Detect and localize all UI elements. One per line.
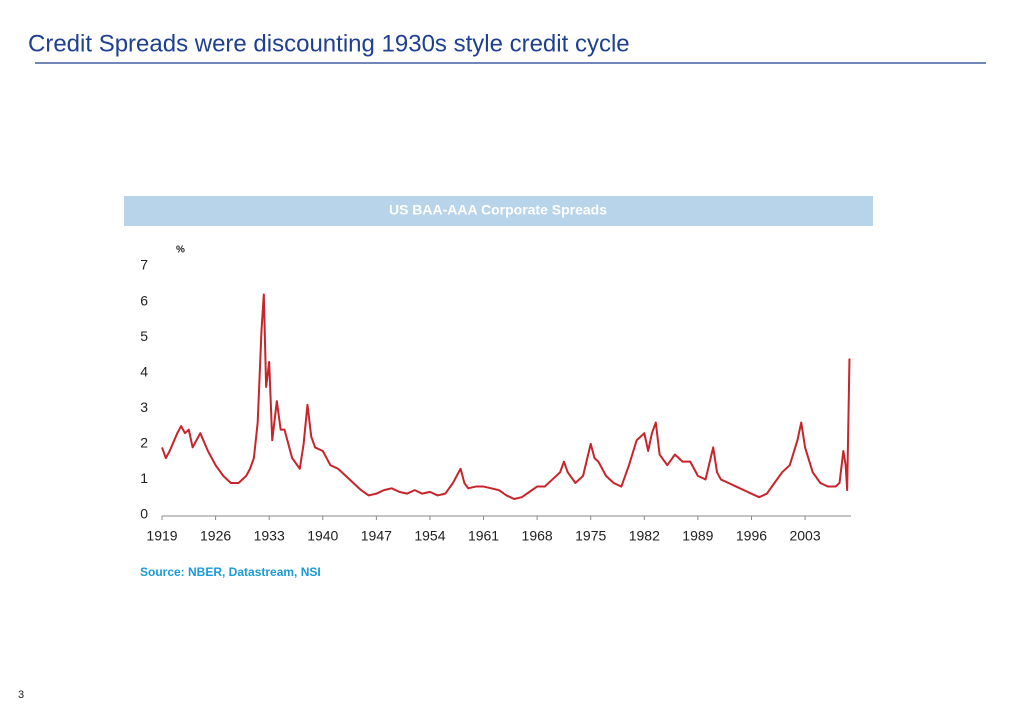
x-tick-label: 1926 xyxy=(200,528,231,544)
x-tick-label: 1933 xyxy=(254,528,285,544)
x-tick-label: 1954 xyxy=(414,528,445,544)
x-tick-label: 1919 xyxy=(146,528,177,544)
slide-title: Credit Spreads were discounting 1930s st… xyxy=(28,30,630,57)
x-tick-label: 1947 xyxy=(361,528,392,544)
y-tick-label: 7 xyxy=(140,257,148,273)
x-tick-label: 1982 xyxy=(629,528,660,544)
x-tick-label: 1968 xyxy=(522,528,553,544)
x-tick-label: 1975 xyxy=(575,528,606,544)
y-tick-label: 3 xyxy=(140,399,148,415)
page-number: 3 xyxy=(18,689,24,701)
x-tick-label: 1961 xyxy=(468,528,499,544)
x-tick-label: 2003 xyxy=(789,528,820,544)
x-tick-label: 1996 xyxy=(736,528,767,544)
y-tick-label: 4 xyxy=(140,363,148,379)
x-tick-label: 1989 xyxy=(682,528,713,544)
spread-line xyxy=(161,293,851,500)
y-tick-label: 2 xyxy=(140,435,148,451)
y-tick-label: 1 xyxy=(140,470,148,486)
y-tick-label: 5 xyxy=(140,328,148,344)
chart-header xyxy=(124,196,873,226)
y-tick-label: 0 xyxy=(140,506,148,522)
source-note: Source: NBER, Datastream, NSI xyxy=(140,565,321,579)
x-tick-label: 1940 xyxy=(307,528,338,544)
y-tick-label: 6 xyxy=(140,292,148,308)
y-axis-label: % xyxy=(176,245,185,256)
chart-title: US BAA-AAA Corporate Spreads xyxy=(389,202,607,218)
